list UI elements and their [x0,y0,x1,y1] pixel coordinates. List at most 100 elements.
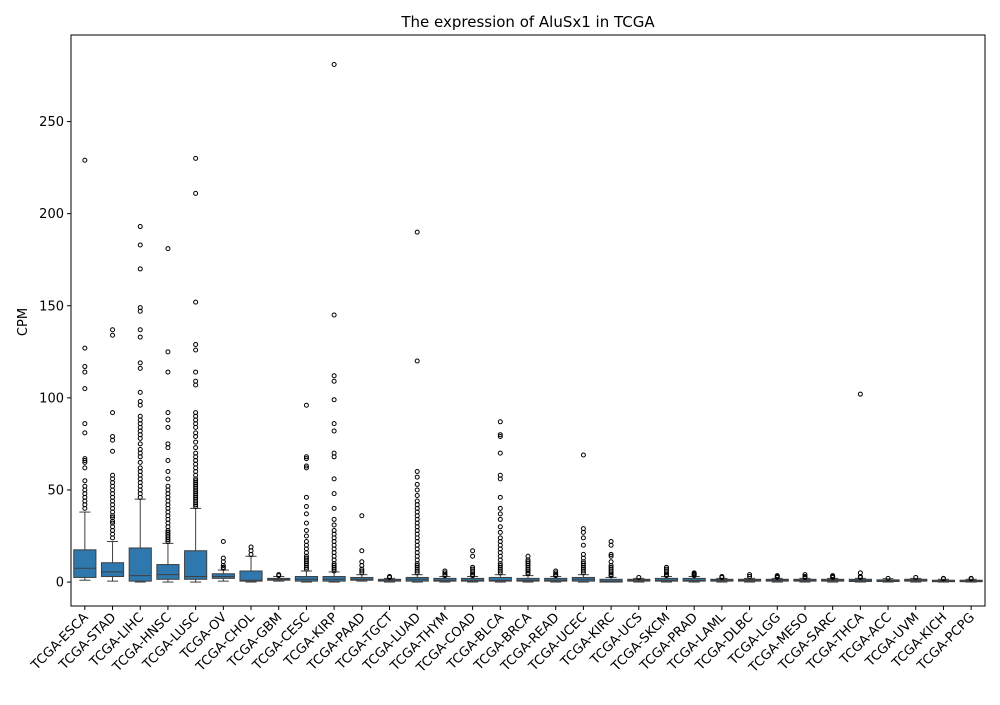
outlier-point [331,566,337,572]
outlier-point [331,397,337,403]
outlier-point [137,224,143,230]
outlier-point [857,391,863,397]
outlier-point [82,505,88,511]
outlier-point [497,432,503,438]
y-tick-label: 200 [39,207,64,222]
outlier-point [442,573,448,579]
outlier-point [193,502,199,508]
outlier-point [331,505,337,511]
outlier-point [414,487,420,493]
outlier-point [414,474,420,480]
outlier-point [110,332,116,338]
outlier-point [913,574,919,580]
outlier-point [165,537,171,543]
outlier-point [165,469,171,475]
outlier-point [165,445,171,451]
outlier-point [331,421,337,427]
outlier-point [802,572,808,578]
outlier-point [414,570,420,576]
outlier-point [193,341,199,347]
outlier-point [82,478,88,484]
box-iqr [239,570,263,582]
outlier-point [359,513,365,519]
outlier-point [82,364,88,370]
outlier-point [497,568,503,574]
outlier-point [331,516,337,522]
outlier-point [608,542,614,548]
outlier-point [497,570,503,576]
outlier-point [331,522,337,528]
outlier-point [968,576,974,582]
outlier-point [82,457,88,463]
outlier-point [580,568,586,574]
outlier-point [137,435,143,441]
outlier-point [137,389,143,395]
outlier-point [691,573,697,579]
outlier-point [359,568,365,574]
outlier-point [414,469,420,475]
outlier-point [387,574,393,580]
outlier-point [580,542,586,548]
outlier-point [331,312,337,318]
outlier-point [608,570,614,576]
outlier-point [137,242,143,248]
outlier-point [82,369,88,375]
outlier-point [359,548,365,554]
outlier-point [663,570,669,576]
outlier-point [470,573,476,579]
outlier-point [110,518,116,524]
outlier-point [331,454,337,460]
y-axis-label: CPM [16,308,31,336]
outlier-point [414,358,420,364]
outlier-point [303,520,309,526]
outlier-point [193,434,199,440]
outlier-point [303,456,309,462]
outlier-point [220,539,226,545]
outlier-point [470,553,476,559]
outlier-point [82,465,88,471]
outlier-point [470,548,476,554]
outlier-point [414,492,420,498]
chart-title: The expression of AluSx1 in TCGA [400,13,655,31]
outlier-point [414,229,420,235]
outlier-point [663,573,669,579]
outlier-point [331,428,337,434]
outlier-point [497,434,503,440]
box-iqr [128,547,152,582]
outlier-point [497,505,503,511]
outlier-point [137,334,143,340]
box-iqr [184,550,208,580]
outlier-point [110,437,116,443]
plot-frame [70,34,986,607]
outlier-point [303,465,309,471]
outlier-point [414,568,420,574]
box-iqr [488,576,512,582]
outlier-point [303,402,309,408]
outlier-point [525,568,531,574]
outlier-point [82,421,88,427]
outlier-point [303,566,309,572]
outlier-point [940,576,946,582]
outlier-point [580,535,586,541]
outlier-point [82,430,88,436]
y-tick-label: 150 [39,299,64,314]
outlier-point [165,410,171,416]
outlier-point [497,524,503,530]
outlier-point [580,529,586,535]
y-tick-label: 0 [56,576,64,591]
outlier-point [110,410,116,416]
outlier-point [303,454,309,460]
outlier-point [747,574,753,580]
outlier-point [165,476,171,482]
y-tick-label: 100 [39,391,64,406]
outlier-point [165,369,171,375]
outlier-point [82,345,88,351]
outlier-point [137,402,143,408]
outlier-point [193,382,199,388]
outlier-point [165,417,171,423]
outlier-point [470,570,476,576]
outlier-point [719,574,725,580]
outlier-point [497,450,503,456]
outlier-point [802,574,808,580]
